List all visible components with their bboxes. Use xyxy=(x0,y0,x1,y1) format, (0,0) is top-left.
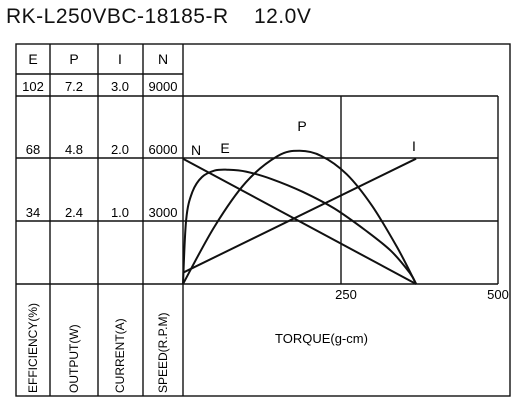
y-tick-label: 3.0 xyxy=(111,79,129,94)
y-tick-label: 102 xyxy=(22,79,44,94)
column-header-i: I xyxy=(118,51,122,67)
chart-title: RK-L250VBC-18185-R 12.0V xyxy=(6,5,312,28)
x-tick-label: 500 xyxy=(487,287,509,302)
series-curves xyxy=(182,149,417,285)
series-i-curve xyxy=(182,157,417,274)
series-label-e: E xyxy=(220,140,229,156)
series-label-n: N xyxy=(191,142,201,158)
y-tick-label: 6000 xyxy=(149,142,178,157)
axis-label-i: CURRENT(A) xyxy=(113,318,127,393)
series-labels: N I E P xyxy=(191,118,416,158)
y-tick-label: 4.8 xyxy=(65,142,83,157)
series-p-curve xyxy=(182,149,417,285)
y-tick-label: 2.4 xyxy=(65,205,83,220)
column-header-n: N xyxy=(158,51,168,67)
y-tick-label: 34 xyxy=(26,205,40,220)
y-tick-labels: 102 68 34 7.2 4.8 2.4 3.0 2.0 1.0 9000 6000 3000 xyxy=(22,79,177,220)
y-tick-label: 68 xyxy=(26,142,40,157)
series-label-i: I xyxy=(412,138,416,154)
y-tick-label: 1.0 xyxy=(111,205,129,220)
axis-label-p: OUTPUT(W) xyxy=(67,324,81,393)
axis-labels: EFFICIENCY(%) OUTPUT(W) CURRENT(A) SPEED(R.… xyxy=(26,303,368,393)
column-header-e: E xyxy=(28,51,37,67)
series-e-curve xyxy=(182,168,417,285)
axis-label-n: SPEED(R.P.M) xyxy=(156,313,170,393)
series-label-p: P xyxy=(297,118,306,134)
axis-label-e: EFFICIENCY(%) xyxy=(26,303,40,393)
column-header-p: P xyxy=(69,51,78,67)
x-tick-labels: 250 500 xyxy=(335,287,509,302)
x-axis-label: TORQUE(g-cm) xyxy=(275,331,368,346)
y-tick-label: 7.2 xyxy=(65,79,83,94)
y-tick-label: 3000 xyxy=(149,205,178,220)
y-tick-label: 2.0 xyxy=(111,142,129,157)
outer-border xyxy=(15,43,511,397)
series-n-curve xyxy=(182,157,417,285)
x-tick-label: 250 xyxy=(335,287,357,302)
y-tick-label: 9000 xyxy=(149,79,178,94)
chart-frame xyxy=(15,43,511,397)
